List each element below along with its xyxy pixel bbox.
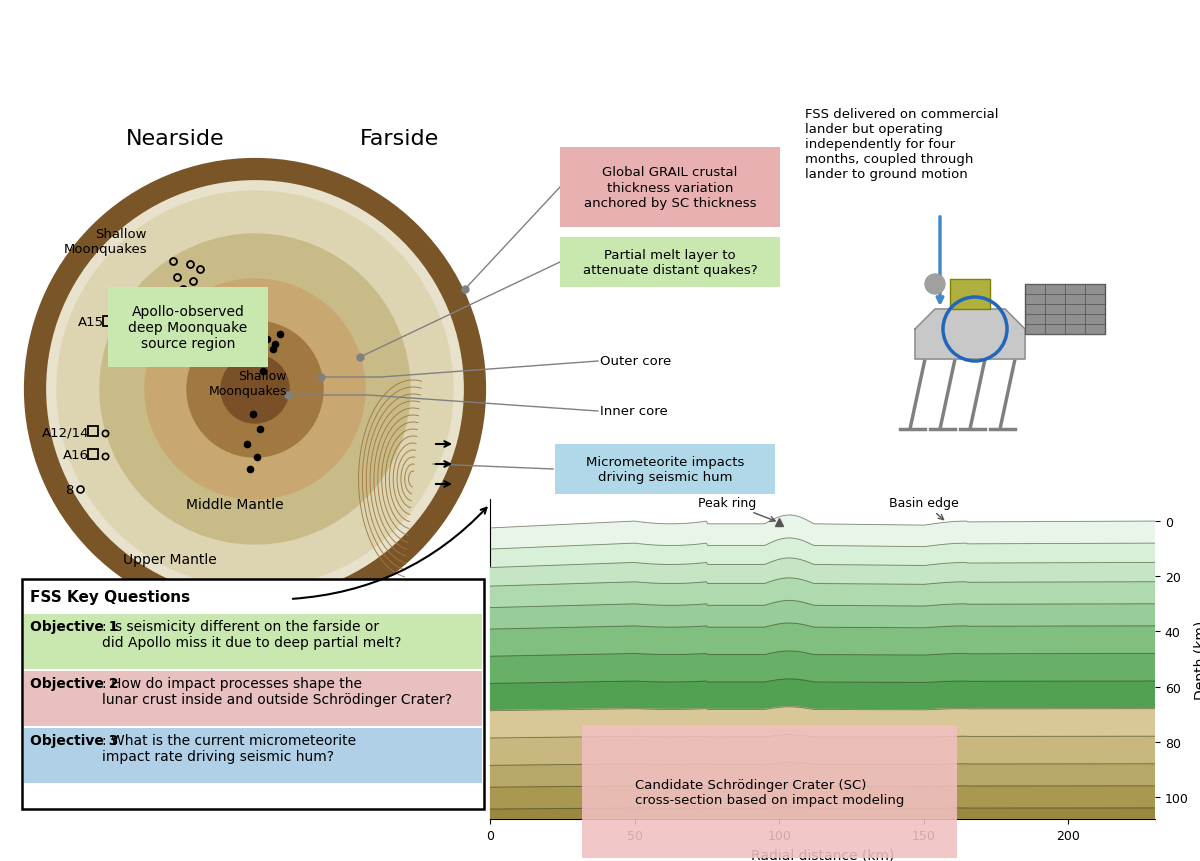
Polygon shape bbox=[490, 734, 1154, 765]
Polygon shape bbox=[490, 601, 1154, 629]
Polygon shape bbox=[490, 579, 1154, 608]
Y-axis label: Depth (km): Depth (km) bbox=[1194, 620, 1200, 699]
Text: Outer core: Outer core bbox=[600, 355, 671, 368]
Polygon shape bbox=[490, 558, 1154, 586]
Circle shape bbox=[35, 170, 475, 610]
Text: Candidate Schrödinger Crater (SC)
cross-section based on impact modeling: Candidate Schrödinger Crater (SC) cross-… bbox=[635, 777, 904, 806]
Text: 8: 8 bbox=[66, 484, 74, 497]
Circle shape bbox=[145, 280, 365, 499]
Text: Schrödinger Crater: Schrödinger Crater bbox=[202, 611, 329, 624]
Circle shape bbox=[100, 235, 410, 544]
Text: : Is seismicity different on the farside or
did Apollo miss it due to deep parti: : Is seismicity different on the farside… bbox=[102, 619, 401, 649]
Text: Inner core: Inner core bbox=[600, 405, 667, 418]
Circle shape bbox=[925, 275, 946, 294]
Text: A15: A15 bbox=[78, 316, 104, 329]
Text: Farside: Farside bbox=[360, 129, 439, 149]
Text: Partial melt layer to
attenuate distant quakes?: Partial melt layer to attenuate distant … bbox=[583, 249, 757, 276]
Polygon shape bbox=[490, 651, 1154, 684]
Circle shape bbox=[187, 322, 323, 457]
Polygon shape bbox=[490, 707, 1154, 738]
Text: Global GRAIL crustal
thickness variation
anchored by SC thickness: Global GRAIL crustal thickness variation… bbox=[583, 166, 756, 209]
FancyBboxPatch shape bbox=[22, 579, 484, 809]
Text: Middle Mantle: Middle Mantle bbox=[186, 498, 284, 511]
Text: : How do impact processes shape the
lunar crust inside and outside Schrödinger C: : How do impact processes shape the luna… bbox=[102, 676, 452, 706]
X-axis label: Radial distance (km): Radial distance (km) bbox=[751, 847, 894, 861]
Text: Micrometeorite impacts
driving seismic hum: Micrometeorite impacts driving seismic h… bbox=[586, 455, 744, 483]
Text: Shallow
Moonquakes: Shallow Moonquakes bbox=[209, 369, 287, 398]
Text: Basin edge: Basin edge bbox=[889, 496, 959, 520]
Polygon shape bbox=[490, 785, 1154, 809]
Text: : What is the current micrometeorite
impact rate driving seismic hum?: : What is the current micrometeorite imp… bbox=[102, 734, 356, 764]
FancyBboxPatch shape bbox=[554, 444, 775, 494]
Text: Objective 3: Objective 3 bbox=[30, 734, 119, 747]
Text: Apollo-observed
deep Moonquake
source region: Apollo-observed deep Moonquake source re… bbox=[128, 305, 247, 350]
Polygon shape bbox=[490, 807, 1154, 831]
FancyBboxPatch shape bbox=[560, 148, 780, 228]
Text: Shallow
Moonquakes: Shallow Moonquakes bbox=[64, 228, 148, 256]
FancyBboxPatch shape bbox=[1025, 285, 1105, 335]
Circle shape bbox=[58, 192, 454, 587]
FancyBboxPatch shape bbox=[24, 728, 482, 784]
Text: Upper Mantle: Upper Mantle bbox=[124, 553, 217, 567]
Text: FSS Key Questions: FSS Key Questions bbox=[30, 589, 190, 604]
Polygon shape bbox=[916, 310, 1025, 360]
FancyBboxPatch shape bbox=[24, 672, 482, 726]
Text: Objective 2: Objective 2 bbox=[30, 676, 119, 691]
Polygon shape bbox=[490, 679, 1154, 711]
FancyBboxPatch shape bbox=[560, 238, 780, 288]
Circle shape bbox=[221, 356, 289, 424]
Polygon shape bbox=[490, 516, 1154, 549]
FancyBboxPatch shape bbox=[108, 288, 268, 368]
Polygon shape bbox=[490, 763, 1154, 787]
FancyBboxPatch shape bbox=[950, 280, 990, 310]
Text: FSS delivered on commercial
lander but operating
independently for four
months, : FSS delivered on commercial lander but o… bbox=[805, 108, 998, 181]
Text: Nearside: Nearside bbox=[126, 129, 224, 149]
Text: A16: A16 bbox=[64, 449, 89, 462]
FancyBboxPatch shape bbox=[24, 614, 482, 669]
Polygon shape bbox=[490, 623, 1154, 657]
Text: A12/14: A12/14 bbox=[42, 426, 89, 439]
Text: Peak ring: Peak ring bbox=[698, 496, 775, 522]
Polygon shape bbox=[490, 538, 1154, 568]
Text: Objective 1: Objective 1 bbox=[30, 619, 119, 633]
